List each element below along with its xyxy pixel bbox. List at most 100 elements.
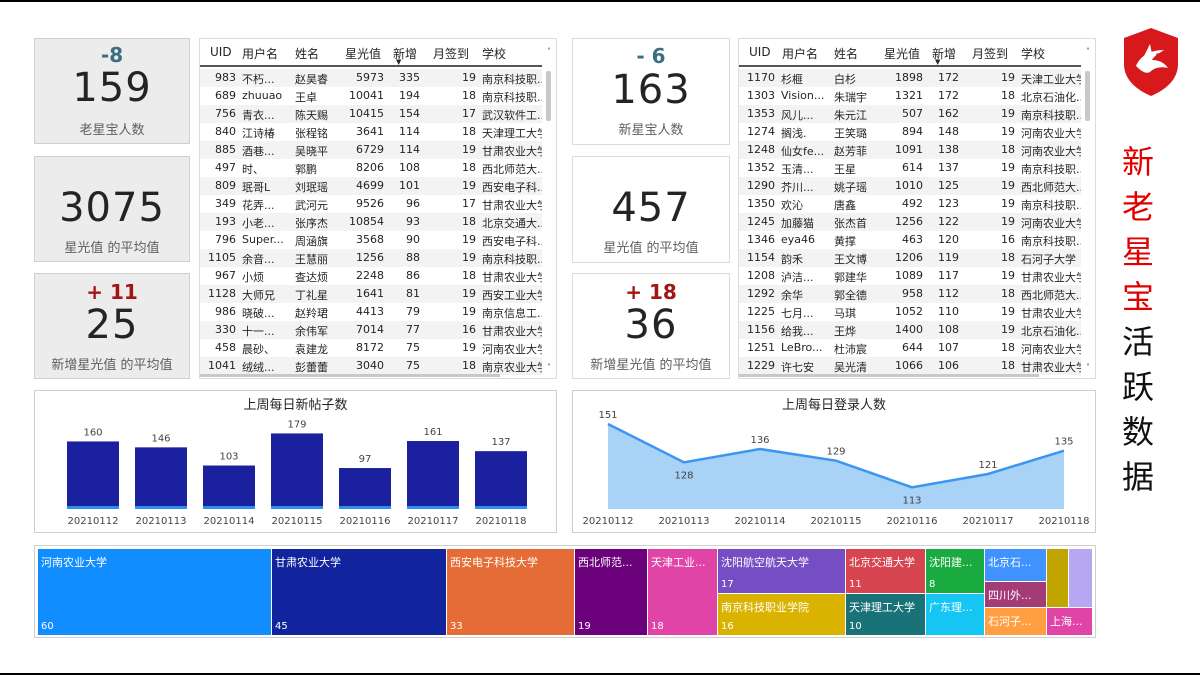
table-row[interactable]: 497 时、 郭鹏 8206 108 18 西北师范大... xyxy=(200,159,542,177)
table-row[interactable]: 1251 LeBro... 杜沛宸 644 107 18 河南农业大学 xyxy=(739,339,1081,357)
col-name[interactable]: 姓名 xyxy=(834,47,859,61)
scroll-up-icon[interactable]: ˄ xyxy=(547,47,551,56)
kpi-old-count[interactable]: -8 159 老星宝人数 xyxy=(34,38,190,144)
col-new[interactable]: 新增 xyxy=(393,47,418,61)
bar[interactable] xyxy=(135,447,187,509)
table-row[interactable]: 349 花弄... 武河元 9526 96 17 甘肃农业大学 xyxy=(200,195,542,213)
table-row[interactable]: 1170 杉榧 白杉 1898 172 19 天津工业大学 xyxy=(739,69,1081,87)
col-username[interactable]: 用户名 xyxy=(242,47,279,61)
school-treemap[interactable]: 河南农业大学 60 甘肃农业大学 45 西安电子科技大学 33 西北师范... 19 天津工业.… xyxy=(34,545,1096,638)
table-row[interactable]: 986 晓破... 赵羚珺 4413 79 19 南京信息工... xyxy=(200,303,542,321)
table-row[interactable]: 1292 余华 郭全德 958 112 18 西北师范大... xyxy=(739,285,1081,303)
table-row[interactable]: 1248 仙女fe... 赵芳菲 1091 138 18 河南农业大学 xyxy=(739,141,1081,159)
x-tick-label: 20210115 xyxy=(272,516,323,527)
treemap-tile[interactable] xyxy=(1047,549,1069,608)
table-row[interactable]: 1274 搁浅. 王笑璐 894 148 19 河南农业大学 xyxy=(739,123,1081,141)
col-username[interactable]: 用户名 xyxy=(782,47,819,61)
table-row[interactable]: 1303 Vision... 朱瑞宇 1321 172 18 北京石油化... xyxy=(739,87,1081,105)
table-row[interactable]: 1245 加藤猫 张杰首 1256 122 19 河南农业大学 xyxy=(739,213,1081,231)
bar[interactable] xyxy=(203,465,255,509)
col-school[interactable]: 学校 xyxy=(482,47,507,61)
bar[interactable] xyxy=(475,451,527,509)
table-row[interactable]: 689 zhuuao 王卓 10041 194 18 南京科技职... xyxy=(200,87,542,105)
treemap-tile[interactable]: 西安电子科技大学 33 xyxy=(447,549,575,636)
table-row[interactable]: 193 小老... 张序杰 10854 93 18 北京交通大... xyxy=(200,213,542,231)
logins-area-chart[interactable]: 上周每日登录人数 151 20210112 128 20210113 136 202101… xyxy=(572,390,1096,533)
table-row[interactable]: 1352 玉清... 王星 614 137 19 南京科技职... xyxy=(739,159,1081,177)
table-row[interactable]: 1353 风儿... 朱元江 507 162 19 南京科技职... xyxy=(739,105,1081,123)
cell-new: 107 xyxy=(938,341,959,354)
kpi-new-avg-star[interactable]: 457 星光值 的平均值 xyxy=(572,156,730,263)
treemap-tile[interactable]: 西北师范... 19 xyxy=(575,549,648,636)
vertical-scrollbar[interactable]: ˄ ˅ xyxy=(544,47,554,372)
treemap-tile[interactable]: 石河子... xyxy=(985,608,1047,636)
scroll-thumb[interactable] xyxy=(739,374,1039,377)
treemap-tile[interactable] xyxy=(1069,549,1093,608)
table-row[interactable]: 1225 七月... 马琪 1052 110 19 甘肃农业大学 xyxy=(739,303,1081,321)
table-row[interactable]: 756 青衣... 陈天赐 10415 154 17 武汉软件工... xyxy=(200,105,542,123)
treemap-tile[interactable]: 天津理工大学 10 xyxy=(846,594,926,636)
table-row[interactable]: 885 酒巷... 吴晓平 6729 114 19 甘肃农业大学 xyxy=(200,141,542,159)
table-row[interactable]: 840 江诗椿 张程铭 3641 114 18 天津理工大学 xyxy=(200,123,542,141)
col-uid[interactable]: UID xyxy=(749,45,771,59)
bar[interactable] xyxy=(67,441,119,509)
scroll-down-icon[interactable]: ˅ xyxy=(547,363,551,372)
treemap-tile[interactable]: 北京交通大学 11 xyxy=(846,549,926,594)
table-row[interactable]: 1128 大师兄 丁礼星 1641 81 19 西安工业大学 xyxy=(200,285,542,303)
bar[interactable] xyxy=(271,433,323,509)
col-school[interactable]: 学校 xyxy=(1021,47,1046,61)
col-star[interactable]: 星光值 xyxy=(345,47,382,61)
horizontal-scrollbar[interactable] xyxy=(200,374,542,378)
table-row[interactable]: 1229 许七安 吴光清 1066 106 18 甘肃农业大学 xyxy=(739,357,1081,375)
col-new[interactable]: 新增 xyxy=(932,47,957,61)
series-line[interactable] xyxy=(607,422,1065,489)
table-row[interactable]: 967 小烦 查达烦 2248 86 18 甘肃农业大学 xyxy=(200,267,542,285)
table-row[interactable]: 1346 eya46 黄撑 463 120 16 南京科技职... xyxy=(739,231,1081,249)
kpi-old-avg-star[interactable]: 3075 星光值 的平均值 xyxy=(34,156,190,262)
old-members-table[interactable]: UID 用户名 姓名 星光值 新增 月签到 学校 ▼ 983 不朽... 赵昊睿 59… xyxy=(199,38,557,379)
table-row[interactable]: 1350 欢沁 唐鑫 492 123 19 南京科技职... xyxy=(739,195,1081,213)
treemap-tile[interactable]: 沈阳航空航天大学 17 xyxy=(718,549,846,594)
treemap-tile[interactable]: 广东理... xyxy=(926,594,985,636)
table-row[interactable]: 809 珉哥L 刘珉瑶 4699 101 19 西安电子科... xyxy=(200,177,542,195)
new-members-table[interactable]: UID 用户名 姓名 星光值 新增 月签到 学校 ▼ 1170 杉榧 白杉 1898 1… xyxy=(738,38,1096,379)
table-row[interactable]: 1290 芥川... 姚子瑶 1010 125 19 西北师范大... xyxy=(739,177,1081,195)
scroll-down-icon[interactable]: ˅ xyxy=(1086,363,1090,372)
posts-bar-chart[interactable]: 上周每日新帖子数 160 20210112 146 20210113 103 202101… xyxy=(34,390,557,533)
col-checkin[interactable]: 月签到 xyxy=(433,47,470,61)
kpi-new-count[interactable]: - 6 163 新星宝人数 xyxy=(572,38,730,145)
col-star[interactable]: 星光值 xyxy=(884,47,921,61)
table-row[interactable]: 796 Super... 周涵旗 3568 90 19 西安电子科... xyxy=(200,231,542,249)
treemap-tile[interactable]: 南京科技职业学院 16 xyxy=(718,594,846,636)
treemap-tile[interactable]: 北京石... xyxy=(985,549,1047,582)
table-row[interactable]: 1041 绒绒... 彭蕾蕾 3040 75 18 南京农业大学 xyxy=(200,357,542,375)
cell-new: 172 xyxy=(938,71,959,84)
scroll-thumb[interactable] xyxy=(1085,71,1090,121)
col-uid[interactable]: UID xyxy=(210,45,232,59)
col-checkin[interactable]: 月签到 xyxy=(972,47,1009,61)
table-row[interactable]: 330 十一... 余伟军 7014 77 16 甘肃农业大学 xyxy=(200,321,542,339)
treemap-tile[interactable]: 河南农业大学 60 xyxy=(38,549,272,636)
kpi-new-avg-new[interactable]: + 18 36 新增星光值 的平均值 xyxy=(572,273,730,379)
table-row[interactable]: 1208 泸洁... 郭建华 1089 117 19 甘肃农业大学 xyxy=(739,267,1081,285)
scroll-thumb[interactable] xyxy=(546,71,551,121)
kpi-old-avg-new[interactable]: + 11 25 新增星光值 的平均值 xyxy=(34,273,190,379)
bar[interactable] xyxy=(339,468,391,509)
col-name[interactable]: 姓名 xyxy=(295,47,320,61)
bar[interactable] xyxy=(407,441,459,509)
table-row[interactable]: 983 不朽... 赵昊睿 5973 335 19 南京科技职... xyxy=(200,69,542,87)
treemap-tile[interactable]: 上海... xyxy=(1047,608,1093,636)
table-row[interactable]: 1105 余音... 王慧丽 1256 88 19 南京科技职... xyxy=(200,249,542,267)
table-row[interactable]: 1154 韵禾 王文博 1206 119 18 石河子大学 xyxy=(739,249,1081,267)
cell-username: Super... xyxy=(242,233,284,246)
scroll-up-icon[interactable]: ˄ xyxy=(1086,47,1090,56)
vertical-scrollbar[interactable]: ˄ ˅ xyxy=(1083,47,1093,372)
scroll-thumb[interactable] xyxy=(200,374,500,377)
table-row[interactable]: 458 晨砂、 袁建龙 8172 75 19 河南农业大学 xyxy=(200,339,542,357)
treemap-tile[interactable]: 沈阳建... 8 xyxy=(926,549,985,594)
table-row[interactable]: 1156 给我... 王烨 1400 108 19 北京石油化... xyxy=(739,321,1081,339)
treemap-tile[interactable]: 天津工业... 18 xyxy=(648,549,718,636)
treemap-tile[interactable]: 甘肃农业大学 45 xyxy=(272,549,447,636)
treemap-tile[interactable]: 四川外... xyxy=(985,582,1047,608)
horizontal-scrollbar[interactable] xyxy=(739,374,1081,378)
